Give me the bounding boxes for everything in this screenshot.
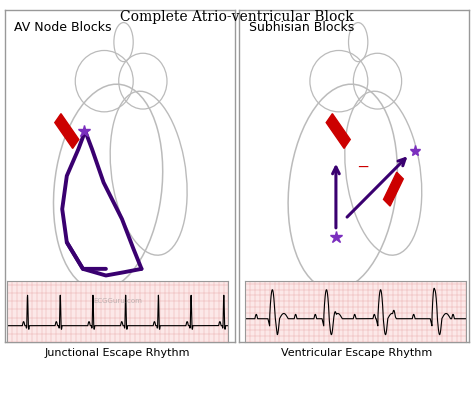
Text: Ventricular Escape Rhythm: Ventricular Escape Rhythm [281, 348, 432, 358]
Text: ECGGuru.com: ECGGuru.com [93, 298, 142, 304]
Bar [55, 114, 79, 149]
Text: Complete Atrio-ventricular Block: Complete Atrio-ventricular Block [120, 10, 354, 24]
Text: Junctional Escape Rhythm: Junctional Escape Rhythm [45, 348, 190, 358]
Text: ─: ─ [358, 160, 367, 175]
Bar [326, 114, 350, 149]
Bar [383, 172, 403, 206]
Text: Subhisian Blocks: Subhisian Blocks [248, 22, 354, 35]
Text: AV Node Blocks: AV Node Blocks [14, 22, 111, 35]
